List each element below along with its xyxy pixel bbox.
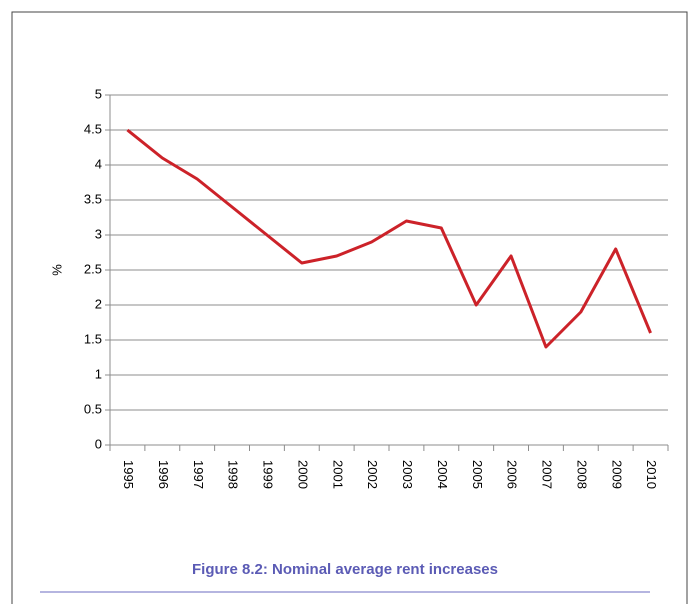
x-tick-label: 2004 xyxy=(435,460,450,489)
x-tick-label: 2007 xyxy=(540,460,555,489)
y-tick-label: 4.5 xyxy=(84,121,102,136)
y-tick-label: 1 xyxy=(95,366,102,381)
y-tick-label: 3 xyxy=(95,226,102,241)
x-tick-label: 2002 xyxy=(365,460,380,489)
x-tick-label: 2005 xyxy=(470,460,485,489)
y-tick-label: 0 xyxy=(95,436,102,451)
y-tick-label: 2.5 xyxy=(84,261,102,276)
y-tick-label: 4 xyxy=(95,156,102,171)
y-tick-label: 0.5 xyxy=(84,401,102,416)
y-tick-label: 5 xyxy=(95,86,102,101)
x-tick-label: 2000 xyxy=(295,460,310,489)
line xyxy=(126,128,652,349)
x-tick-label: 2003 xyxy=(400,460,415,489)
y-tick-label: 1.5 xyxy=(84,331,102,346)
x-tick-label: 1997 xyxy=(191,460,206,489)
x-tick-label: 2009 xyxy=(609,460,624,489)
y-axis-label: % xyxy=(49,264,64,276)
frame xyxy=(11,11,688,604)
y-tick-label: 3.5 xyxy=(84,191,102,206)
x-tick-label: 2008 xyxy=(574,460,589,489)
y-tick-label: 2 xyxy=(95,296,102,311)
x-tick-label: 2001 xyxy=(330,460,345,489)
x-tick-label: 1996 xyxy=(156,460,171,489)
x-tick-label: 1995 xyxy=(121,460,136,489)
x-tick-label: 2006 xyxy=(505,460,520,489)
x-tick-label: 1999 xyxy=(261,460,276,489)
x-tick-label: 2010 xyxy=(644,460,659,489)
chart-title: Figure 8.2: Nominal average rent increas… xyxy=(192,561,498,578)
x-tick-label: 1998 xyxy=(226,460,241,489)
